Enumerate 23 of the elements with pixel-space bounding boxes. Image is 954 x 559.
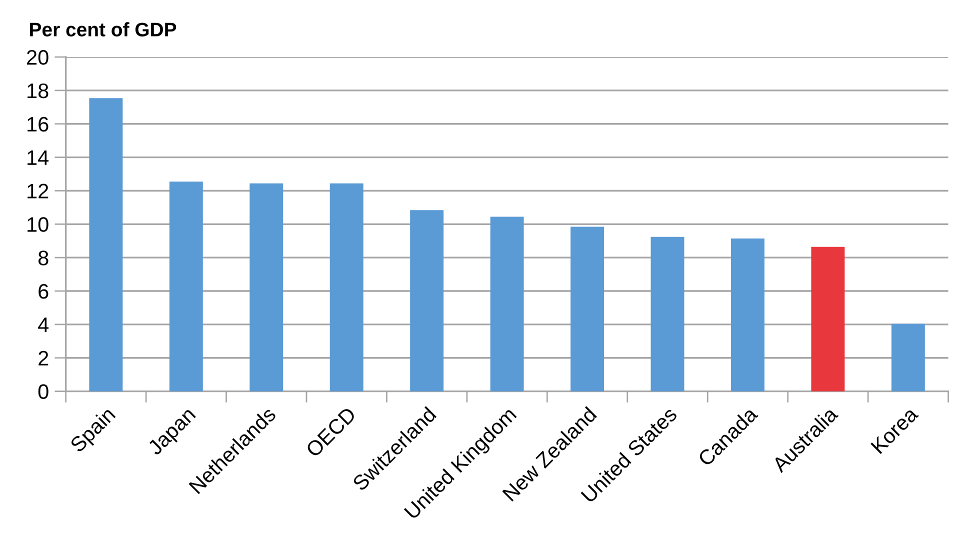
y-tick-label: 10 — [28, 217, 48, 232]
bar — [570, 226, 604, 392]
bar — [89, 98, 123, 392]
bar — [490, 216, 524, 392]
y-tick-label: 14 — [28, 150, 49, 165]
bar — [730, 238, 764, 392]
bar — [330, 183, 364, 392]
bar — [250, 183, 284, 392]
bar — [891, 324, 925, 392]
bar — [811, 246, 845, 392]
y-tick-label: 12 — [28, 184, 48, 198]
bar — [410, 210, 444, 392]
y-tick-label: 18 — [28, 83, 48, 98]
y-tick-label: 4 — [38, 318, 49, 332]
bar — [650, 236, 684, 392]
y-tick-label: 0 — [38, 384, 48, 400]
y-tick-label: 6 — [38, 284, 48, 299]
y-tick-label: 20 — [27, 50, 48, 65]
y-tick-label: 2 — [38, 350, 48, 366]
y-tick-label: 16 — [28, 116, 48, 132]
y-axis-title: Per cent of GDP — [30, 22, 176, 36]
y-tick-label: 8 — [38, 250, 48, 266]
bar — [169, 182, 203, 392]
